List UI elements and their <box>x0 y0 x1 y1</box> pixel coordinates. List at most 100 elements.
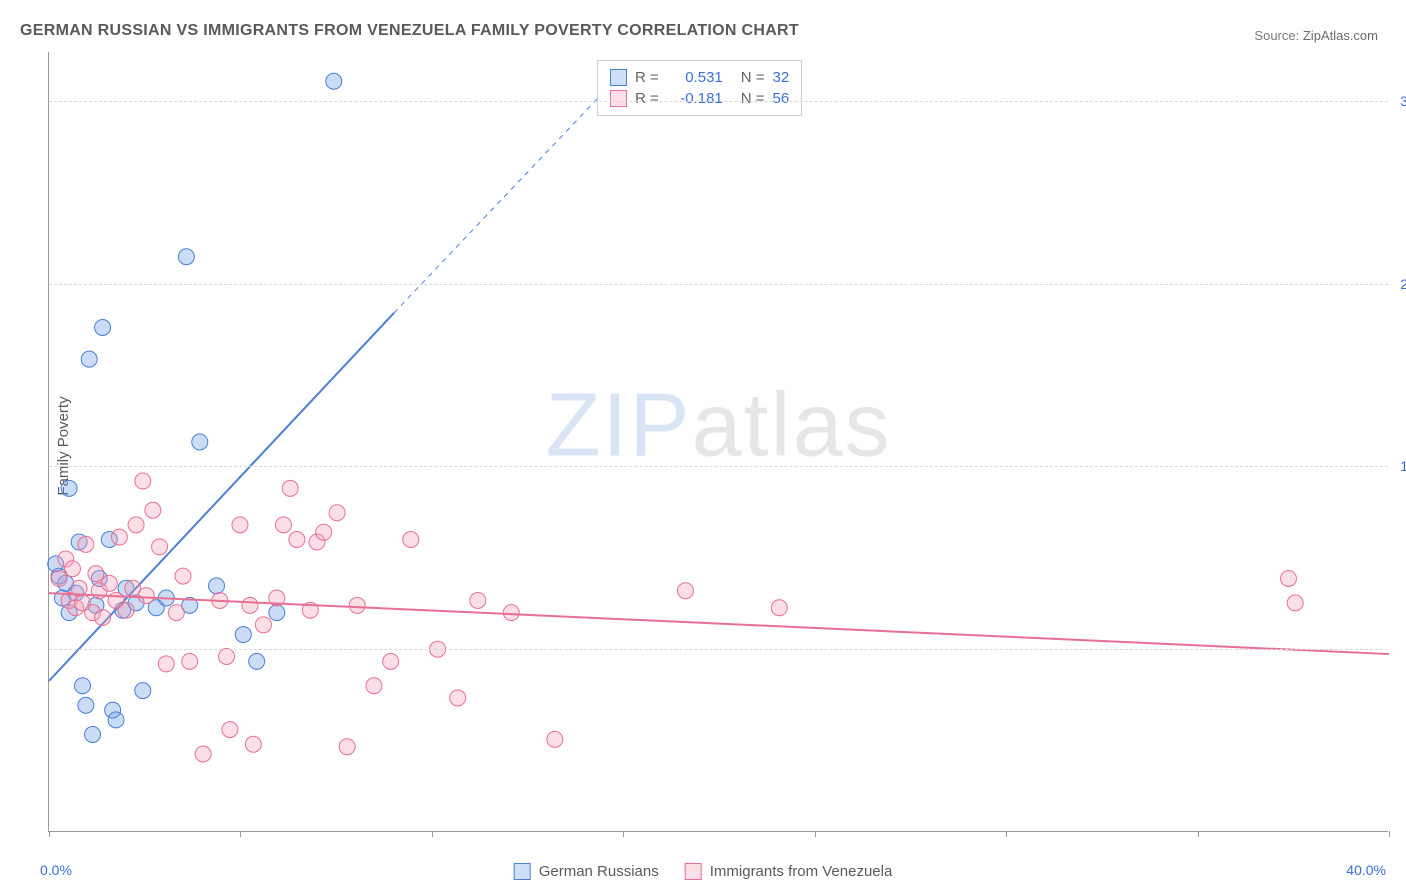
scatter-point-immigrants_venezuela <box>242 597 258 613</box>
scatter-point-immigrants_venezuela <box>222 722 238 738</box>
scatter-point-german_russians <box>108 712 124 728</box>
stats-swatch <box>610 90 627 107</box>
scatter-point-immigrants_venezuela <box>232 517 248 533</box>
scatter-point-immigrants_venezuela <box>329 505 345 521</box>
scatter-point-immigrants_venezuela <box>101 575 117 591</box>
scatter-point-german_russians <box>95 319 111 335</box>
scatter-point-german_russians <box>135 683 151 699</box>
scatter-point-german_russians <box>81 351 97 367</box>
scatter-point-immigrants_venezuela <box>219 649 235 665</box>
scatter-point-immigrants_venezuela <box>1281 571 1297 587</box>
chart-title: GERMAN RUSSIAN VS IMMIGRANTS FROM VENEZU… <box>20 22 799 40</box>
scatter-point-immigrants_venezuela <box>138 588 154 604</box>
r-label: R = <box>635 90 659 107</box>
trend-line-immigrants_venezuela <box>49 593 1389 654</box>
stats-row-immigrants_venezuela: R = -0.181 N = 56 <box>610 88 789 109</box>
scatter-point-german_russians <box>249 653 265 669</box>
scatter-point-immigrants_venezuela <box>678 583 694 599</box>
scatter-point-immigrants_venezuela <box>118 602 134 618</box>
scatter-point-immigrants_venezuela <box>182 653 198 669</box>
scatter-point-german_russians <box>61 480 77 496</box>
scatter-point-immigrants_venezuela <box>547 731 563 747</box>
scatter-point-immigrants_venezuela <box>771 600 787 616</box>
scatter-point-immigrants_venezuela <box>175 568 191 584</box>
scatter-point-german_russians <box>326 73 342 89</box>
scatter-point-immigrants_venezuela <box>276 517 292 533</box>
chart-svg <box>49 52 1388 831</box>
gridline-horizontal <box>49 649 1388 650</box>
scatter-point-german_russians <box>75 678 91 694</box>
stats-swatch <box>610 69 627 86</box>
r-value: -0.181 <box>667 90 723 107</box>
gridline-horizontal <box>49 466 1388 467</box>
scatter-point-immigrants_venezuela <box>470 592 486 608</box>
legend-label: German Russians <box>539 863 659 880</box>
stats-row-german_russians: R = 0.531 N = 32 <box>610 67 789 88</box>
scatter-point-immigrants_venezuela <box>158 656 174 672</box>
scatter-point-immigrants_venezuela <box>1287 595 1303 611</box>
r-label: R = <box>635 69 659 86</box>
scatter-point-german_russians <box>192 434 208 450</box>
scatter-point-immigrants_venezuela <box>245 736 261 752</box>
scatter-point-german_russians <box>235 627 251 643</box>
x-tick <box>432 831 433 837</box>
scatter-point-german_russians <box>78 697 94 713</box>
scatter-point-german_russians <box>85 727 101 743</box>
scatter-point-immigrants_venezuela <box>152 539 168 555</box>
scatter-point-immigrants_venezuela <box>111 529 127 545</box>
y-tick-label: 30.0% <box>1400 93 1406 109</box>
n-label: N = <box>741 69 765 86</box>
scatter-point-immigrants_venezuela <box>95 610 111 626</box>
scatter-point-immigrants_venezuela <box>195 746 211 762</box>
x-tick <box>49 831 50 837</box>
series-legend: German Russians Immigrants from Venezuela <box>514 863 893 880</box>
scatter-point-immigrants_venezuela <box>255 617 271 633</box>
trend-line-dashed-german_russians <box>394 76 618 312</box>
legend-item-german_russians: German Russians <box>514 863 659 880</box>
scatter-point-immigrants_venezuela <box>51 571 67 587</box>
scatter-point-german_russians <box>209 578 225 594</box>
n-value: 56 <box>773 90 790 107</box>
n-label: N = <box>741 90 765 107</box>
x-axis-max-label: 40.0% <box>1346 862 1386 878</box>
x-tick <box>240 831 241 837</box>
x-tick <box>1006 831 1007 837</box>
scatter-point-immigrants_venezuela <box>316 524 332 540</box>
y-tick-label: 22.5% <box>1400 276 1406 292</box>
gridline-horizontal <box>49 101 1388 102</box>
scatter-point-immigrants_venezuela <box>128 517 144 533</box>
scatter-point-immigrants_venezuela <box>383 653 399 669</box>
legend-swatch <box>685 863 702 880</box>
x-tick <box>815 831 816 837</box>
scatter-point-immigrants_venezuela <box>349 597 365 613</box>
scatter-point-immigrants_venezuela <box>403 532 419 548</box>
scatter-point-immigrants_venezuela <box>64 561 80 577</box>
scatter-point-immigrants_venezuela <box>78 536 94 552</box>
correlation-stats-box: R = 0.531 N = 32 R = -0.181 N = 56 <box>597 60 802 116</box>
gridline-horizontal <box>49 284 1388 285</box>
scatter-point-german_russians <box>269 605 285 621</box>
source-link[interactable]: ZipAtlas.com <box>1303 28 1378 43</box>
legend-label: Immigrants from Venezuela <box>710 863 893 880</box>
y-tick-label: 15.0% <box>1400 458 1406 474</box>
scatter-point-german_russians <box>178 249 194 265</box>
x-tick <box>1389 831 1390 837</box>
scatter-point-immigrants_venezuela <box>339 739 355 755</box>
n-value: 32 <box>773 69 790 86</box>
x-axis-min-label: 0.0% <box>40 862 72 878</box>
x-tick <box>623 831 624 837</box>
source-label: Source: <box>1254 28 1299 43</box>
scatter-point-immigrants_venezuela <box>450 690 466 706</box>
scatter-point-immigrants_venezuela <box>503 605 519 621</box>
source-attribution: Source: ZipAtlas.com <box>1254 28 1378 43</box>
legend-swatch <box>514 863 531 880</box>
scatter-point-immigrants_venezuela <box>282 480 298 496</box>
scatter-point-immigrants_venezuela <box>145 502 161 518</box>
r-value: 0.531 <box>667 69 723 86</box>
scatter-point-immigrants_venezuela <box>168 605 184 621</box>
scatter-point-immigrants_venezuela <box>366 678 382 694</box>
x-tick <box>1198 831 1199 837</box>
scatter-point-immigrants_venezuela <box>289 532 305 548</box>
scatter-point-immigrants_venezuela <box>135 473 151 489</box>
legend-item-immigrants_venezuela: Immigrants from Venezuela <box>685 863 893 880</box>
